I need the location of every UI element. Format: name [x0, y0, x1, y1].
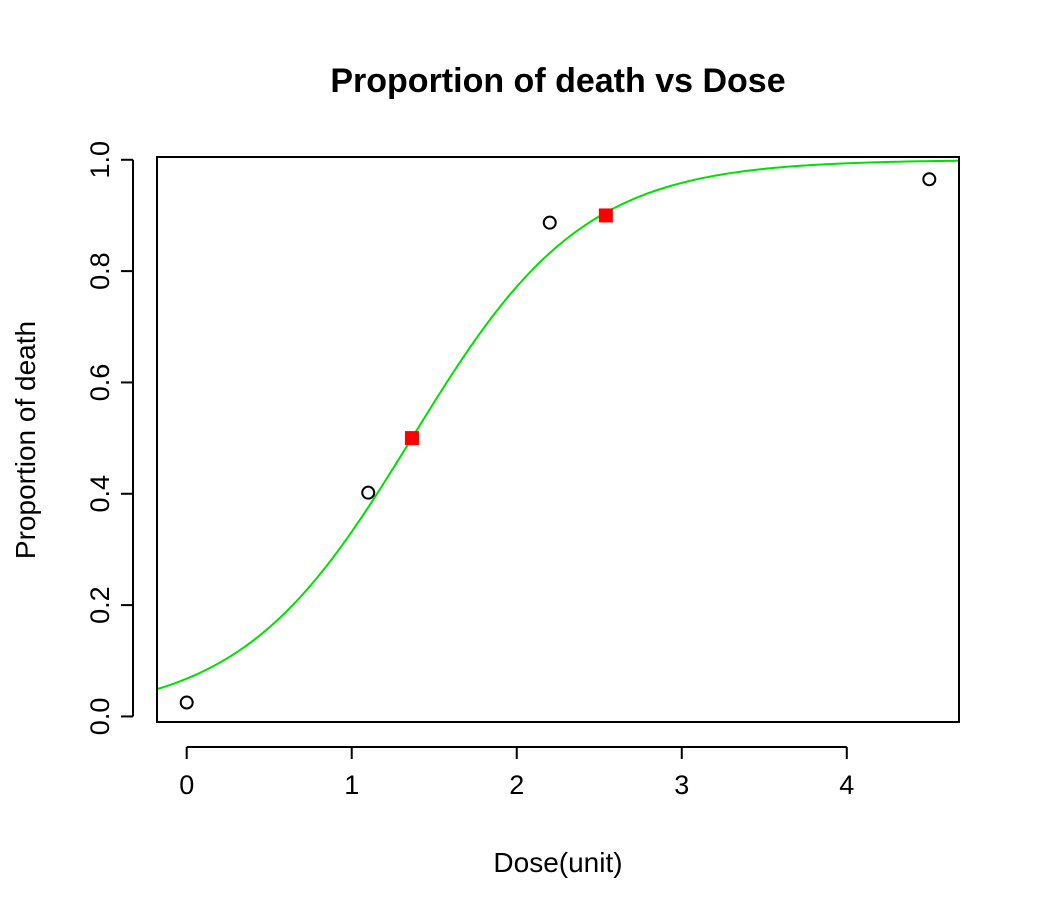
x-tick-label: 2: [509, 770, 524, 800]
x-tick-label: 0: [179, 770, 194, 800]
observed-point: [542, 215, 557, 230]
x-axis-label: Dose(unit): [493, 847, 622, 878]
y-tick-label: 0.0: [85, 698, 115, 736]
y-tick-label: 0.8: [85, 252, 115, 290]
observed-point: [179, 695, 194, 710]
y-tick-label: 1.0: [85, 141, 115, 179]
y-tick-label: 0.2: [85, 586, 115, 624]
y-axis-label: Proportion of death: [10, 321, 41, 559]
y-tick-label: 0.6: [85, 364, 115, 402]
plot-frame: [156, 156, 960, 723]
x-axis: 0 1 2 3 4: [179, 746, 854, 800]
x-tick-label: 3: [674, 770, 689, 800]
y-tick-label: 0.4: [85, 475, 115, 513]
x-tick-label: 4: [839, 770, 854, 800]
x-tick-label: 1: [344, 770, 359, 800]
points-layer: [179, 172, 937, 710]
dose-estimate-point: [404, 431, 419, 446]
dose-estimate-point: [598, 208, 613, 223]
curve-layer: [157, 159, 959, 691]
y-axis: 0.0 0.2 0.4 0.6 0.8 1.0: [85, 141, 134, 736]
observed-point: [361, 485, 376, 500]
observed-point: [922, 172, 937, 187]
fitted-curve: [157, 159, 959, 691]
chart-title: Proportion of death vs Dose: [330, 62, 785, 100]
